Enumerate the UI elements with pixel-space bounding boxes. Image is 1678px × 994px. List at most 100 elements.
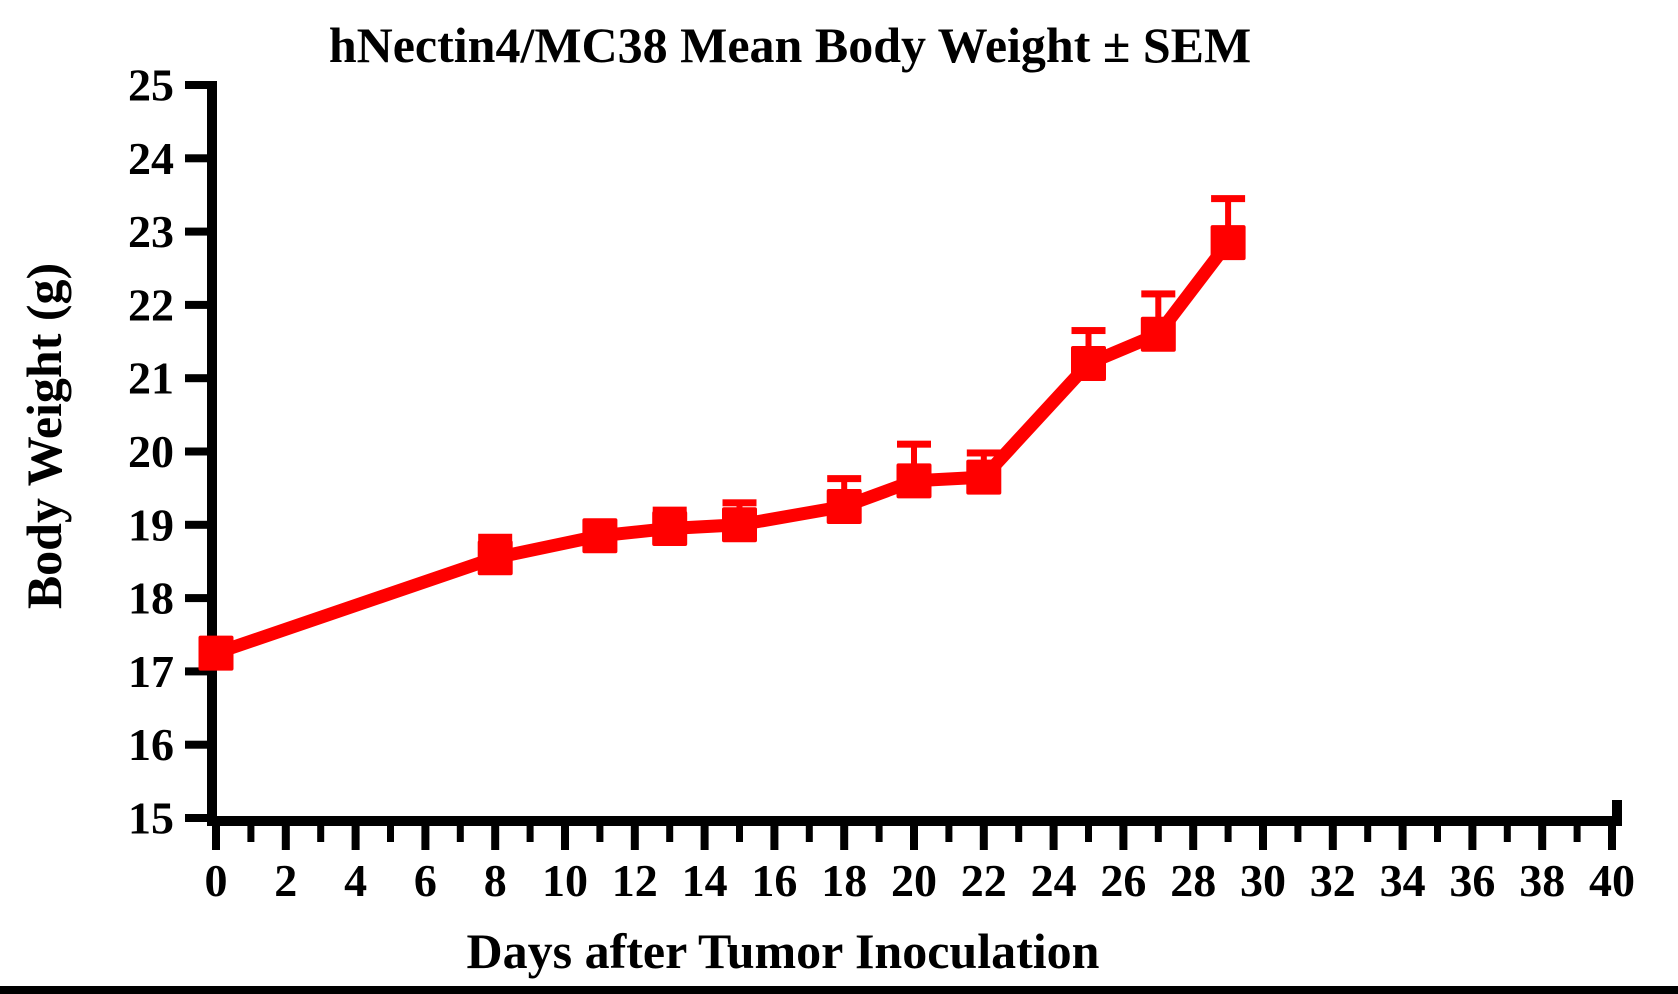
x-tick-label: 38 <box>1519 855 1565 906</box>
x-major-tick <box>979 826 988 850</box>
x-tick-label: 40 <box>1589 855 1635 906</box>
y-axis-line <box>207 81 217 826</box>
y-tick <box>185 814 207 822</box>
x-tick-label: 32 <box>1310 855 1356 906</box>
y-tick-label: 16 <box>128 719 174 770</box>
x-minor-tick <box>1573 826 1581 842</box>
x-tick-label: 30 <box>1240 855 1286 906</box>
x-major-tick <box>212 826 220 850</box>
error-bar-cap <box>1141 290 1176 298</box>
x-minor-tick <box>666 826 674 842</box>
y-tick <box>185 594 207 603</box>
x-major-tick <box>421 826 430 850</box>
y-tick-label: 15 <box>128 793 174 844</box>
y-tick <box>185 374 207 383</box>
x-minor-tick <box>526 826 534 842</box>
x-minor-tick <box>1503 826 1511 842</box>
x-major-tick <box>281 826 290 850</box>
data-point-marker <box>896 463 932 499</box>
error-bar-cap <box>722 499 757 507</box>
x-major-tick <box>351 826 360 850</box>
y-tick <box>185 740 207 749</box>
x-axis-line <box>207 816 1622 826</box>
x-major-tick <box>910 826 918 850</box>
x-tick-label: 10 <box>542 855 588 906</box>
x-minor-tick <box>596 826 604 842</box>
y-axis-ticks: 15 16 17 18 19 20 21 22 23 24 25 <box>128 60 207 844</box>
y-tick <box>185 300 207 309</box>
markers <box>198 225 1246 671</box>
x-tick-label: 34 <box>1380 855 1426 906</box>
x-major-tick <box>1538 826 1547 850</box>
y-tick-label: 25 <box>128 60 174 111</box>
x-major-tick <box>630 826 639 850</box>
y-tick-label: 18 <box>128 573 174 624</box>
x-axis-end-cap <box>1612 800 1622 818</box>
data-point-marker <box>652 510 688 546</box>
x-minor-tick <box>945 826 953 842</box>
x-tick-label: 2 <box>274 855 297 906</box>
x-tick-label: 16 <box>751 855 797 906</box>
error-bar-cap <box>966 449 1001 457</box>
y-tick-label: 24 <box>128 133 174 184</box>
y-tick-label: 20 <box>128 426 174 477</box>
error-bar-cap <box>1211 195 1246 203</box>
error-bar-cap <box>1071 327 1106 335</box>
x-major-tick <box>770 826 779 850</box>
x-tick-label: 18 <box>821 855 867 906</box>
x-major-tick <box>1468 826 1477 850</box>
data-point-marker <box>1071 346 1106 382</box>
error-bar-stem <box>1225 198 1232 243</box>
chart-title: hNectin4/MC38 Mean Body Weight ± SEM <box>328 17 1252 73</box>
x-minor-tick <box>1294 826 1302 842</box>
data-point-marker <box>477 540 513 576</box>
y-tick <box>185 520 207 529</box>
x-minor-tick <box>875 826 883 842</box>
bottom-border <box>0 986 1678 994</box>
x-minor-tick <box>317 826 325 842</box>
x-tick-label: 14 <box>682 855 728 906</box>
x-tick-label: 4 <box>344 855 367 906</box>
x-major-tick <box>1259 826 1267 850</box>
error-bar-stem <box>1155 293 1162 335</box>
x-major-tick <box>700 826 709 850</box>
data-point-marker <box>826 488 862 524</box>
y-tick <box>185 667 207 676</box>
error-bar-stem <box>911 444 917 481</box>
y-tick <box>185 227 207 236</box>
x-minor-tick <box>456 826 464 842</box>
x-tick-label: 26 <box>1100 855 1146 906</box>
data-point-marker <box>582 518 618 554</box>
y-tick-label: 22 <box>128 279 174 330</box>
x-major-tick <box>1398 826 1407 850</box>
series-line <box>213 238 1234 660</box>
x-minor-tick <box>1364 826 1372 842</box>
x-major-tick <box>491 826 500 850</box>
x-tick-label: 22 <box>961 855 1007 906</box>
x-major-tick <box>1608 826 1616 850</box>
y-tick <box>185 447 207 456</box>
data-point-marker <box>1140 316 1176 352</box>
x-tick-label: 36 <box>1449 855 1495 906</box>
x-axis-ticks: 0 2 4 6 8 10 12 14 16 18 20 22 24 26 28 30 32 34 36 38 40 <box>205 826 1635 906</box>
y-tick <box>185 154 207 163</box>
x-minor-tick <box>736 826 743 842</box>
y-tick-label: 21 <box>128 353 174 404</box>
x-tick-label: 20 <box>891 855 937 906</box>
x-major-tick <box>1328 826 1337 850</box>
error-bar-cap <box>897 440 931 448</box>
x-tick-label: 28 <box>1170 855 1216 906</box>
data-point-marker <box>1210 225 1246 261</box>
data-series <box>198 195 1246 671</box>
x-minor-tick <box>247 826 255 842</box>
data-point-marker <box>198 635 234 671</box>
y-tick <box>185 81 207 89</box>
error-bar-cap <box>827 475 862 483</box>
x-tick-label: 6 <box>414 855 437 906</box>
x-minor-tick <box>387 826 394 842</box>
x-axis-label: Days after Tumor Inoculation <box>466 923 1100 979</box>
y-tick-label: 23 <box>128 206 174 257</box>
y-tick-label: 19 <box>128 499 174 550</box>
